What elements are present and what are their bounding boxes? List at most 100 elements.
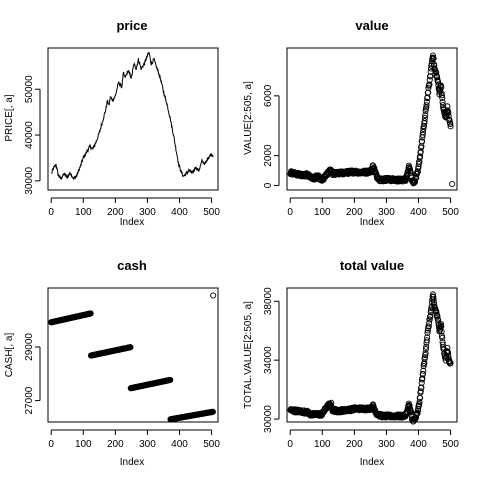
panel-total-value-x-tick-label: 400 [410,439,427,450]
panel-total-value-point [419,375,426,382]
panel-total-value-point [420,367,427,374]
panel-total-value-point [424,329,431,336]
panel-total-value-point [425,323,432,330]
panel-cash-point [127,344,134,351]
panel-value-point [417,148,424,155]
panel-price-x-tick-label: 300 [139,207,156,218]
panel-total-value-point [426,320,433,327]
panel-total-value-point [429,293,436,300]
panel-value-point [439,102,446,109]
panel-total-value-point [426,316,433,323]
panel-price-frame [47,47,219,191]
panel-cash-xlabel: Index [120,457,144,468]
panel-total-value-point [419,371,427,378]
panel-total-value-point [422,349,429,356]
panel-cash-y-tick-label: 29000 [24,333,35,361]
panel-total-value-point [439,334,446,341]
panel-total-value-y-tick-label: 38000 [263,287,274,315]
panel-price-x-tick-label: 400 [171,207,188,218]
panel-total-value-x-tick-label: 500 [442,439,459,450]
panel-cash-point [167,376,174,383]
panel-total-value-y-tick-label: 34000 [263,346,274,374]
panel-value-x-tick-label: 100 [314,207,331,218]
panel-total-value-x-tick-label: 100 [314,439,331,450]
panel-cash-x-tick-label: 200 [107,439,124,450]
panel-value-point [447,120,454,128]
panel-value-y-tick-label: 6000 [263,84,274,107]
panel-value-point [426,76,433,83]
panel-price-y-tick-label: 40000 [24,121,35,149]
panel-price-xlabel: Index [120,217,144,228]
panel-total-value-point [430,299,437,306]
panel-cash-point [209,408,216,415]
panel-value-point [439,99,446,106]
panel-price-x-tick-label: 200 [107,207,124,218]
panel-value-point [434,74,441,81]
panel-price-y-tick-label: 50000 [24,75,35,103]
panel-value-point [446,117,453,124]
panel-value-x-tick-label: 0 [287,207,293,218]
panel-value-point [423,98,430,105]
panel-value-point [420,125,427,132]
panel-total-value-point [416,401,423,408]
panel-value-point [426,81,433,88]
panel-total-value-point [421,354,428,361]
panel-value-point [417,153,424,160]
panel-value-point [425,84,432,91]
panel-total-value-point [422,351,429,359]
panel-value-x-tick-label: 400 [410,207,427,218]
panel-value-point [419,131,426,138]
panel-cash-x-tick-label: 100 [75,439,92,450]
panel-value-y-tick-label: 0 [263,182,274,188]
panel-value-point [429,52,436,59]
panel-value-x-tick-label: 300 [378,207,395,218]
panel-price-x-tick-label: 0 [48,207,54,218]
panel-value-point [447,123,454,130]
panel-cash-x-tick-label: 300 [139,439,156,450]
panel-value-point [445,112,452,119]
panel-total-value-point [424,327,431,334]
panel-value-point [422,112,429,119]
panel-price-y-tick-label: 30000 [24,166,35,194]
panel-price-x-tick-label: 500 [203,207,220,218]
panel-value-point [422,108,429,115]
panel-total-value-point [423,337,430,344]
panel-total-value: total value Index TOTAL.VALUE[2:505, a] … [243,258,459,468]
panel-value-x-tick-label: 500 [442,207,459,218]
panel-value-point [433,69,440,76]
panel-total-value-point [418,379,425,386]
panel-total-value-point [422,345,429,353]
panel-value-title: value [355,18,388,33]
panel-total-value-x-tick-label: 300 [378,439,395,450]
panel-price-title: price [116,18,147,33]
panel-total-value-point [438,328,445,335]
panel-total-value-point [447,360,454,367]
panel-cash-y-tick-label: 27000 [24,386,35,414]
panel-total-value-title: total value [340,258,404,273]
panel-total-value-ylabel: TOTAL.VALUE[2:505, a] [243,301,254,409]
panel-value-point [439,94,446,102]
panel-value: value Index VALUE[2:505, a] 0 100 200 300 40… [243,18,459,228]
panel-value-point [427,73,434,80]
panel-total-value-point [406,402,413,409]
panel-value-outlier-point [449,180,456,188]
panel-value-x-tick-label: 200 [346,207,363,218]
panel-value-point [371,164,378,171]
panel-cash-x-tick-label: 500 [203,439,220,450]
panel-total-value-point [437,320,445,328]
panel-total-value-point [424,334,431,341]
panel-value-y-tick-label: 2000 [263,144,274,167]
panel-total-value-point [416,399,423,406]
panel-value-point [438,92,445,99]
panel-value-point [425,89,432,96]
panel-value-xlabel: Index [360,217,384,228]
panel-total-value-point [427,313,434,320]
panel-value-point [444,103,451,110]
panel-value-point [438,84,445,91]
panel-price-ylabel: PRICE[, a] [4,94,15,141]
panel-total-value-point [417,388,424,395]
panel-value-point [445,109,452,116]
panel-total-value-xlabel: Index [360,457,384,468]
panel-total-value-x-tick-label: 0 [287,439,293,450]
